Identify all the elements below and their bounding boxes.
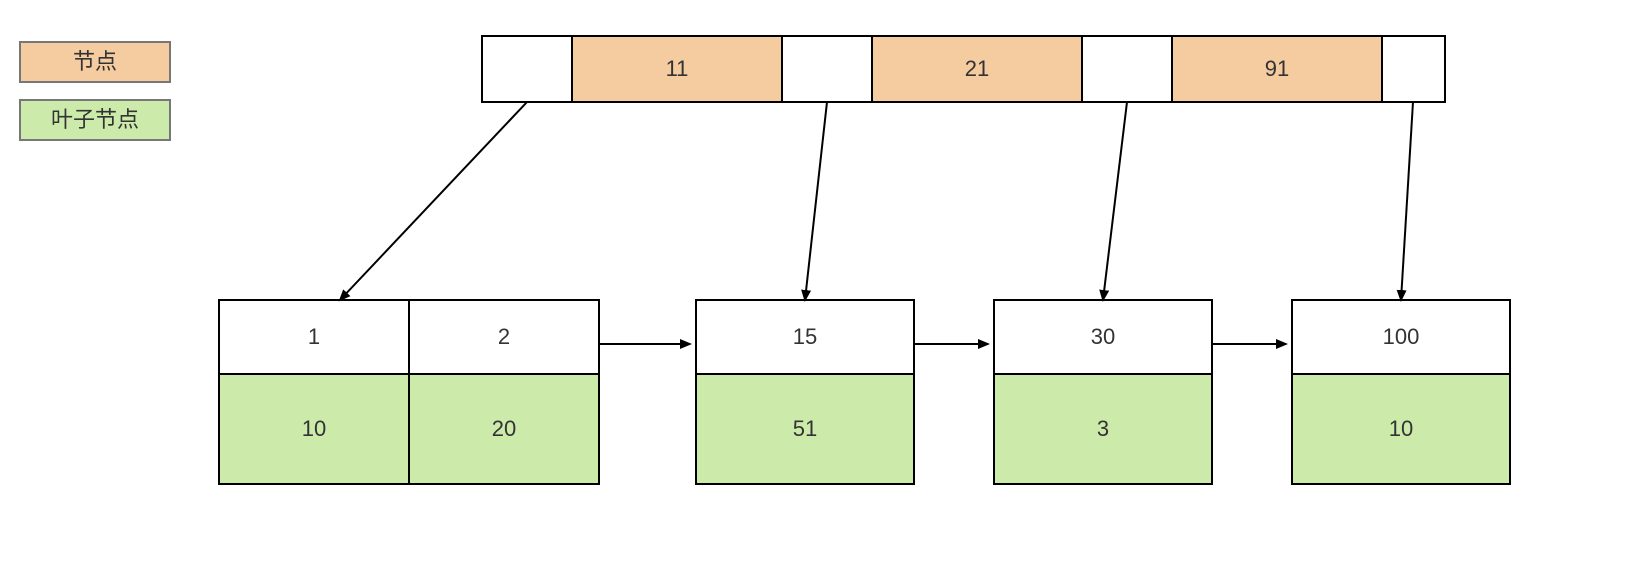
legend-label-1: 叶子节点 [51, 107, 139, 132]
pointer-arrow-2 [1103, 102, 1127, 300]
btree-diagram: 节点叶子节点 11 21 91 1 10 2 20 15 51 30 3 100 10 [0, 0, 1644, 574]
leaf-3-key-label-0: 100 [1383, 324, 1420, 349]
leaf-0-val-label-1: 20 [492, 416, 516, 441]
root-cell-6 [1382, 36, 1445, 102]
leaf-0-key-label-1: 2 [498, 324, 510, 349]
pointer-arrow-0 [340, 102, 527, 300]
root-cell-0 [482, 36, 572, 102]
leaf-1-key-label-0: 15 [793, 324, 817, 349]
leaf-0-key-label-0: 1 [308, 324, 320, 349]
leaf-2-key-label-0: 30 [1091, 324, 1115, 349]
root-cell-2 [782, 36, 872, 102]
leaf-0-val-label-0: 10 [302, 416, 326, 441]
root-cell-4 [1082, 36, 1172, 102]
root-cell-label-1: 11 [666, 56, 689, 81]
legend-label-0: 节点 [73, 49, 117, 74]
pointer-arrow-3 [1401, 102, 1413, 300]
root-cell-label-5: 91 [1265, 56, 1289, 81]
root-cell-label-3: 21 [965, 56, 989, 81]
leaf-2-val-label-0: 3 [1097, 416, 1109, 441]
leaf-1-val-label-0: 51 [793, 416, 817, 441]
pointer-arrow-1 [805, 102, 827, 300]
leaf-3-val-label-0: 10 [1389, 416, 1413, 441]
